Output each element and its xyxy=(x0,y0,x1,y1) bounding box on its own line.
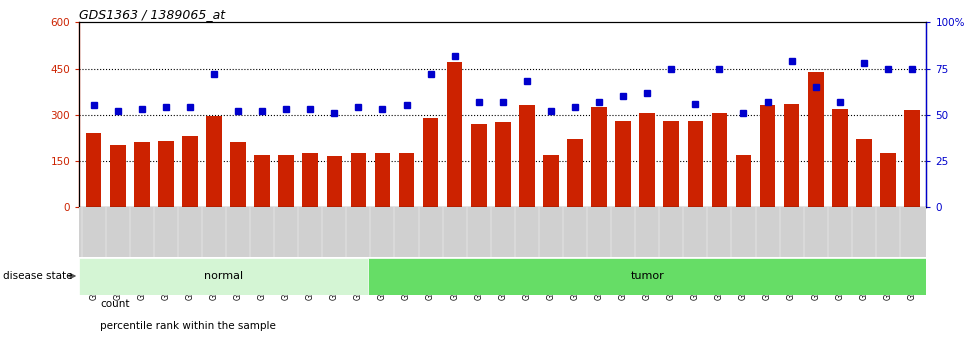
Bar xyxy=(567,139,582,207)
Text: count: count xyxy=(100,299,130,308)
Bar xyxy=(736,155,752,207)
Bar xyxy=(904,110,920,207)
Bar xyxy=(832,109,847,207)
Bar xyxy=(254,155,270,207)
Bar xyxy=(783,104,800,207)
Bar xyxy=(856,139,871,207)
Bar xyxy=(399,153,414,207)
Bar xyxy=(591,107,607,207)
Bar xyxy=(519,106,535,207)
Bar xyxy=(206,116,222,207)
Bar xyxy=(639,113,655,207)
Bar xyxy=(664,121,679,207)
Text: normal: normal xyxy=(204,272,243,281)
Bar xyxy=(495,122,511,207)
Bar xyxy=(712,113,727,207)
Bar xyxy=(134,142,150,207)
Bar xyxy=(375,153,390,207)
Bar xyxy=(278,155,294,207)
Bar xyxy=(230,142,246,207)
Text: tumor: tumor xyxy=(631,272,664,281)
Bar xyxy=(368,258,926,295)
Bar xyxy=(110,146,126,207)
Bar xyxy=(808,72,823,207)
Bar xyxy=(470,124,487,207)
Bar xyxy=(158,141,174,207)
Text: percentile rank within the sample: percentile rank within the sample xyxy=(100,321,276,331)
Bar xyxy=(351,153,366,207)
Bar xyxy=(615,121,631,207)
Bar xyxy=(880,153,895,207)
Bar xyxy=(86,133,101,207)
Bar xyxy=(447,62,463,207)
Bar xyxy=(423,118,439,207)
Text: GDS1363 / 1389065_at: GDS1363 / 1389065_at xyxy=(79,8,225,21)
Bar xyxy=(79,258,368,295)
Bar xyxy=(327,156,342,207)
Bar xyxy=(543,155,558,207)
Bar xyxy=(759,106,776,207)
Bar xyxy=(688,121,703,207)
Text: disease state: disease state xyxy=(3,271,72,281)
Bar xyxy=(183,136,198,207)
Bar xyxy=(302,153,318,207)
